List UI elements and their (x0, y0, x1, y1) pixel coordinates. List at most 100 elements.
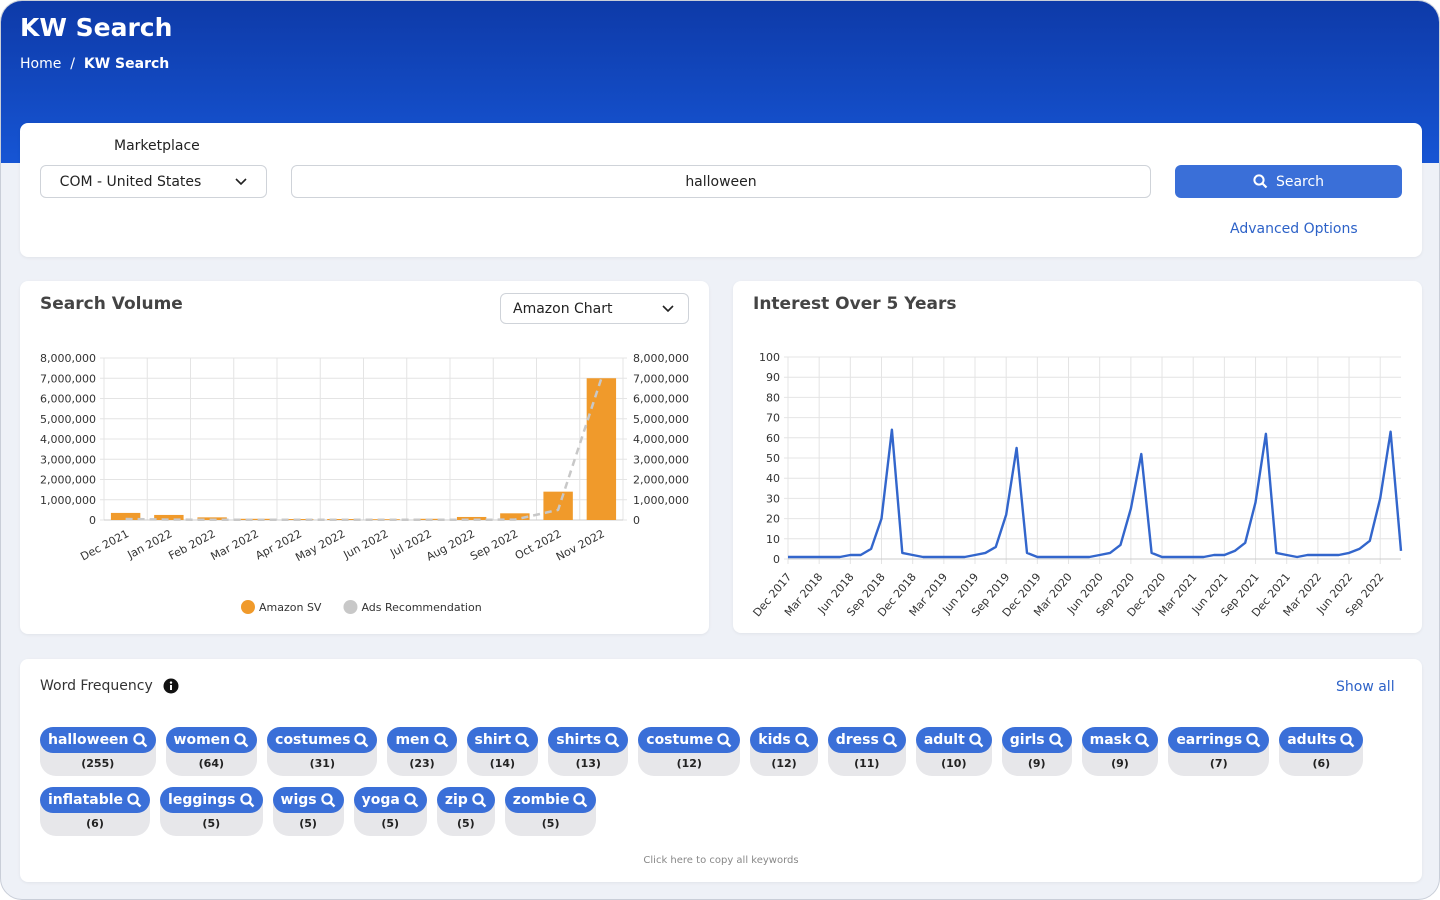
word-chip[interactable]: inflatable (6) (40, 787, 151, 836)
word-count: (14) (489, 757, 516, 770)
x-tick-label: Jan 2022 (125, 527, 175, 562)
bar (154, 514, 184, 520)
word-tag[interactable]: wigs (272, 787, 344, 813)
word-tag[interactable]: costume (638, 727, 741, 753)
info-icon[interactable] (163, 678, 179, 694)
word-tag[interactable]: women (165, 727, 258, 753)
y2-tick-label: 3,000,000 (633, 453, 689, 466)
word-tag[interactable]: mask (1081, 727, 1159, 753)
bar (197, 517, 227, 520)
crumb-home[interactable]: Home (20, 56, 62, 72)
y-tick-label: 0 (773, 553, 780, 566)
word-chip[interactable]: halloween (255) (40, 727, 156, 776)
x-tick-label: Feb 2022 (166, 527, 217, 562)
word-tag[interactable]: inflatable (40, 787, 151, 813)
word: adult (923, 732, 965, 748)
search-volume-chart: 0 1,000,000 2,000,000 3,000,000 4,000,000 5,0… (40, 352, 689, 614)
keyword-input[interactable]: halloween (291, 165, 1151, 198)
y-tick-label: 0 (89, 514, 96, 527)
search-icon (717, 732, 732, 747)
word-tag[interactable]: costumes (267, 727, 378, 753)
word-tag[interactable]: girls (1001, 727, 1072, 753)
word-tag[interactable]: adult (915, 727, 992, 753)
word: shirts (556, 732, 602, 748)
legend-label: Amazon SV (259, 601, 322, 614)
y2-tick-label: 2,000,000 (633, 474, 689, 487)
word-chip[interactable]: shirt (14) (466, 727, 539, 776)
chart-select[interactable]: Amazon Chart (500, 293, 689, 324)
word-tag[interactable]: halloween (40, 727, 156, 753)
bar (500, 513, 530, 520)
word-tag[interactable]: zombie (504, 787, 597, 813)
word: men (395, 732, 430, 748)
word-chip[interactable]: adults (6) (1279, 727, 1364, 776)
search-icon (969, 732, 984, 747)
word: shirt (474, 732, 512, 748)
y-tick-label: 20 (766, 513, 780, 526)
x-tick-label: Jul 2022 (387, 527, 434, 560)
legend-label: Ads Recommendation (361, 601, 481, 614)
series-line (125, 377, 603, 522)
advanced-options-link[interactable]: Advanced Options (1230, 221, 1358, 237)
x-tick-label: Dec 2021 (78, 527, 131, 563)
word-tag[interactable]: earrings (1168, 727, 1270, 753)
word-tag[interactable]: zip (436, 787, 495, 813)
word-tag[interactable]: shirts (548, 727, 629, 753)
y-tick-label: 80 (766, 391, 780, 404)
word-chip[interactable]: adult (10) (915, 727, 992, 776)
word-chip[interactable]: men (23) (387, 727, 457, 776)
word-chip[interactable]: kids (12) (750, 727, 818, 776)
word-chip[interactable]: wigs (5) (272, 787, 344, 836)
word-tag[interactable]: men (387, 727, 457, 753)
word-chip[interactable]: mask (9) (1081, 727, 1159, 776)
chevron (235, 177, 247, 185)
series-line (788, 428, 1403, 559)
x-tick-label: May 2022 (293, 527, 347, 564)
word-count: (31) (309, 757, 335, 770)
search-icon (127, 792, 142, 807)
word-chips: halloween (255) women (64) costumes (31) men (2… (40, 727, 1400, 836)
word-chip[interactable]: earrings (7) (1168, 727, 1270, 776)
word-chip[interactable]: girls (9) (1001, 727, 1072, 776)
word: adults (1287, 732, 1337, 748)
word-tag[interactable]: shirt (466, 727, 539, 753)
word-tag[interactable]: kids (750, 727, 818, 753)
chart-select-value: Amazon Chart (513, 300, 613, 317)
search-icon (472, 792, 487, 807)
word: zip (444, 792, 468, 808)
word-chip[interactable]: yoga (5) (353, 787, 427, 836)
word-tag[interactable]: adults (1279, 727, 1364, 753)
word-frequency-card: Word Frequency Show all halloween (255) wo… (20, 659, 1422, 882)
word-tag[interactable]: dress (827, 727, 906, 753)
show-all-link[interactable]: Show all (1336, 679, 1395, 695)
word-chip[interactable]: shirts (13) (548, 727, 629, 776)
word: halloween (48, 732, 129, 748)
marketplace-value: COM - United States (59, 173, 202, 190)
word-chip[interactable]: women (64) (165, 727, 258, 776)
word-chip[interactable]: dress (11) (827, 727, 906, 776)
word: wigs (280, 792, 317, 808)
search-icon (234, 732, 249, 747)
y-tick-label: 90 (766, 371, 780, 384)
word: leggings (168, 792, 236, 808)
search-icon (883, 732, 898, 747)
y-tick-label: 100 (759, 351, 780, 364)
word-tag[interactable]: leggings (160, 787, 263, 813)
word-chip[interactable]: costumes (31) (267, 727, 378, 776)
search-button[interactable]: Search (1175, 165, 1402, 198)
search-icon (354, 732, 369, 747)
y-tick-label: 10 (766, 533, 780, 546)
word-tag[interactable]: yoga (353, 787, 427, 813)
word-chip[interactable]: zip (5) (436, 787, 495, 836)
word-chip[interactable]: costume (12) (638, 727, 741, 776)
y2-tick-label: 1,000,000 (633, 494, 689, 507)
search-volume-card: Search Volume Amazon Chart 0 1,000,000 2,0… (20, 281, 709, 634)
word-chip[interactable]: leggings (5) (160, 787, 263, 836)
word-chip[interactable]: zombie (5) (504, 787, 597, 836)
marketplace-select[interactable]: COM - United States (40, 165, 267, 198)
word-count: (5) (541, 817, 560, 830)
word-count: (13) (575, 757, 601, 770)
word: women (173, 732, 231, 748)
copy-keywords[interactable]: Click here to copy all keywords (643, 855, 799, 866)
